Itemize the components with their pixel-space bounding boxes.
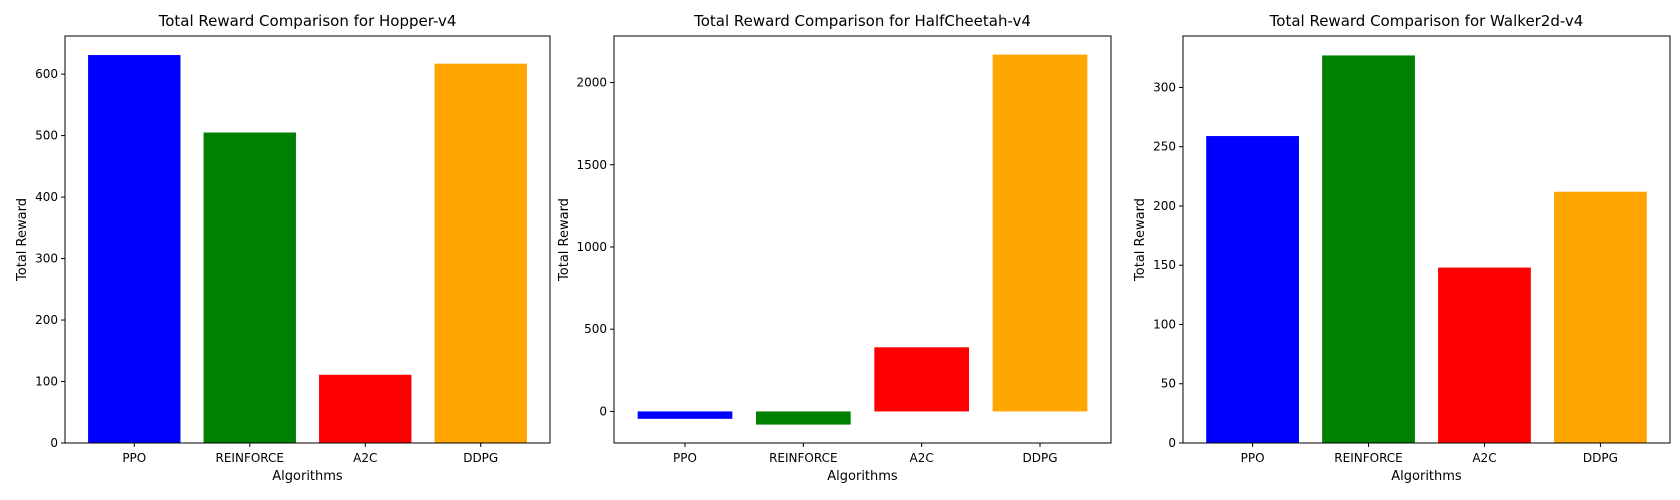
y-tick-label: 300 bbox=[35, 252, 58, 266]
y-tick-label: 1500 bbox=[576, 158, 607, 172]
plot-frame bbox=[613, 35, 1112, 444]
chart-panel-1: 0 100 200 300 400 500 600 PPO REINFORCE A2C DDPG To… bbox=[15, 12, 551, 484]
x-tick-label: REINFORCE bbox=[1334, 451, 1402, 465]
x-axis-label: Algorithms bbox=[272, 469, 343, 484]
x-tick-label: DDPG bbox=[1022, 451, 1057, 465]
bar-ddpg bbox=[992, 54, 1088, 412]
y-axis-label: Total Reward bbox=[557, 198, 572, 282]
x-axis-label: Algorithms bbox=[1391, 469, 1462, 484]
y-tick-label: 500 bbox=[584, 322, 607, 336]
plot-frame bbox=[64, 35, 551, 444]
x-tick-label: DDPG bbox=[1583, 451, 1618, 465]
y-tick-label: 0 bbox=[50, 436, 58, 450]
x-tick-label: REINFORCE bbox=[769, 451, 837, 465]
bar-a2c bbox=[1438, 267, 1531, 443]
x-tick-label: PPO bbox=[122, 451, 146, 465]
x-tick-label: A2C bbox=[353, 451, 377, 465]
bar-a2c bbox=[874, 347, 969, 412]
y-tick-label: 1000 bbox=[576, 240, 607, 254]
y-tick-label: 0 bbox=[599, 404, 607, 418]
y-tick-label: 200 bbox=[35, 313, 58, 327]
y-tick-label: 200 bbox=[1153, 199, 1176, 213]
x-tick-label: PPO bbox=[673, 451, 697, 465]
chart-title: Total Reward Comparison for Walker2d-v4 bbox=[1269, 12, 1584, 30]
plot-frame bbox=[1182, 35, 1671, 444]
chart-title: Total Reward Comparison for Hopper-v4 bbox=[158, 12, 457, 30]
y-tick-label: 500 bbox=[35, 129, 58, 143]
y-tick-label: 100 bbox=[1153, 317, 1176, 331]
x-tick-label: DDPG bbox=[463, 451, 498, 465]
bar-a2c bbox=[319, 374, 412, 443]
x-tick-label: PPO bbox=[1241, 451, 1265, 465]
bar-ddpg bbox=[434, 63, 527, 443]
x-axis-label: Algorithms bbox=[827, 469, 898, 484]
y-axis-label: Total Reward bbox=[1133, 198, 1148, 282]
y-tick-label: 2000 bbox=[576, 76, 607, 90]
y-tick-label: 400 bbox=[35, 190, 58, 204]
bar-reinforce bbox=[1322, 55, 1415, 444]
y-axis-label: Total Reward bbox=[15, 198, 30, 282]
y-tick-label: 300 bbox=[1153, 80, 1176, 94]
y-tick-label: 600 bbox=[35, 67, 58, 81]
x-tick-label: A2C bbox=[1472, 451, 1496, 465]
y-tick-label: 50 bbox=[1161, 377, 1176, 391]
chart-title: Total Reward Comparison for HalfCheetah-… bbox=[693, 12, 1031, 30]
chart-panel-2: 0 500 1000 1500 2000 PPO REINFORCE A2C DDPG Total… bbox=[557, 12, 1112, 484]
x-tick-label: A2C bbox=[910, 451, 934, 465]
bar-ppo bbox=[88, 55, 181, 444]
x-tick-label: REINFORCE bbox=[216, 451, 284, 465]
bar-reinforce bbox=[756, 411, 851, 425]
bar-ddpg bbox=[1554, 191, 1647, 443]
y-tick-label: 0 bbox=[1168, 436, 1176, 450]
y-tick-label: 150 bbox=[1153, 258, 1176, 272]
bar-ppo bbox=[637, 411, 733, 419]
chart-panel-3: 0 50 100 150 200 250 300 PPO REINFORCE A2C DDPG Tot… bbox=[1133, 12, 1671, 484]
bar-reinforce bbox=[203, 132, 296, 443]
y-tick-label: 250 bbox=[1153, 140, 1176, 154]
bar-ppo bbox=[1206, 136, 1299, 444]
y-tick-label: 100 bbox=[35, 375, 58, 389]
